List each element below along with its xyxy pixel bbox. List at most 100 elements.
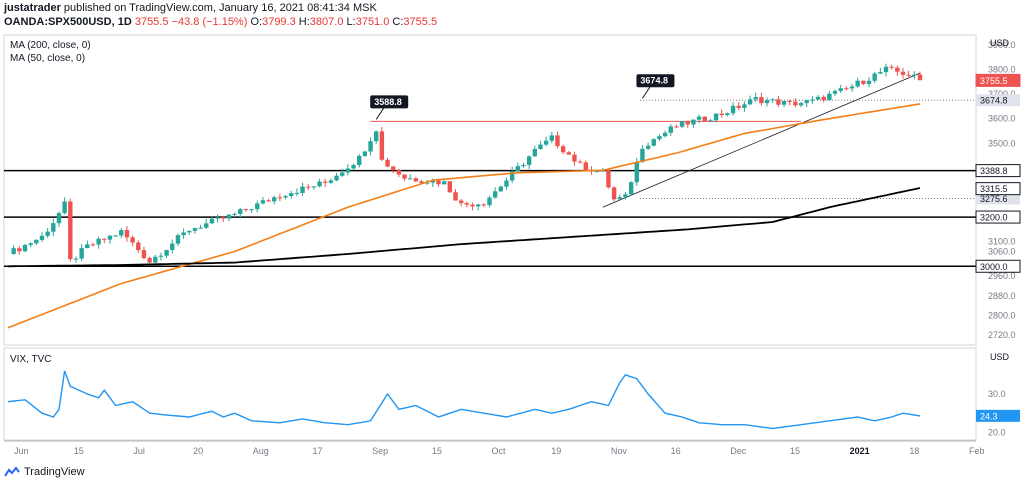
y-tick-label: 2720.0	[988, 330, 1016, 340]
callout-label: 3674.8	[640, 76, 668, 86]
candle-body	[594, 170, 600, 172]
candle-body	[521, 164, 526, 167]
candle-body	[147, 257, 152, 263]
candle-body	[481, 204, 487, 206]
candle-body	[107, 235, 113, 240]
candle-body	[362, 151, 368, 156]
candle-body	[317, 181, 322, 187]
candle-body	[153, 256, 158, 263]
x-tick-label: 2021	[850, 446, 870, 456]
x-tick-label: 15	[74, 446, 84, 456]
candle-body	[883, 66, 889, 73]
vix-legend[interactable]: VIX, TVC	[10, 354, 52, 365]
callout-label: 3588.8	[374, 97, 402, 107]
candle-body	[209, 218, 215, 224]
tradingview-logo-icon[interactable]	[4, 466, 20, 478]
candle-body	[368, 141, 373, 152]
open-value: 3799.3	[262, 16, 296, 28]
candle-body	[866, 80, 872, 85]
x-tick-label: 17	[312, 446, 322, 456]
candle-body	[917, 74, 923, 81]
ma50-line	[7, 103, 921, 329]
candle-body	[861, 80, 866, 85]
candle-body	[56, 213, 62, 224]
candle-body	[345, 168, 351, 173]
candle-body	[776, 99, 781, 105]
y-tick-label: 3600.0	[988, 114, 1016, 124]
candle-body	[464, 203, 470, 205]
trend-line	[602, 72, 921, 208]
candle-body	[657, 136, 662, 140]
ma200-legend[interactable]: MA (200, close, 0)	[10, 40, 91, 51]
candle-body	[572, 154, 577, 162]
level-price-label: 3000.0	[980, 262, 1008, 272]
level-price-box	[975, 164, 1021, 178]
candle-body	[674, 126, 679, 128]
candle-body	[260, 200, 266, 204]
x-tick-label: 16	[671, 446, 681, 456]
candle-body	[606, 170, 611, 188]
candle-body	[340, 172, 345, 176]
candle-body	[787, 100, 792, 102]
candle-body	[323, 181, 328, 183]
dotted-level-label: 3275.6	[980, 194, 1008, 204]
candle-body	[311, 186, 317, 188]
dotted-level-label: 3674.8	[980, 96, 1008, 106]
header-line-2: OANDA:SPX500USD, 1D 3755.5 −43.8 (−1.15%…	[4, 16, 437, 28]
published-text: published on TradingView.com, January 16…	[63, 2, 377, 14]
candle-body	[895, 67, 900, 72]
candle-body	[158, 255, 164, 257]
ma50-legend[interactable]: MA (50, close, 0)	[10, 53, 86, 64]
x-tick-label: Nov	[611, 446, 628, 456]
y-tick-label: 3100.0	[988, 237, 1016, 247]
candle-body	[730, 105, 736, 114]
candle-body	[430, 180, 436, 183]
candle-body	[73, 258, 79, 260]
candle-body	[79, 248, 84, 259]
candle-body	[583, 162, 588, 171]
candle-body	[187, 230, 192, 233]
dotted-level-box	[976, 192, 1020, 205]
dotted-level-box	[976, 94, 1020, 107]
last-price: 3755.5	[134, 16, 169, 28]
candle-body	[691, 119, 696, 125]
candle-body	[623, 194, 628, 198]
candle-body	[543, 140, 549, 145]
tradingview-brand[interactable]: TradingView	[24, 466, 85, 478]
candle-body	[96, 238, 101, 245]
level-price-label: 3200.0	[980, 213, 1008, 223]
candle-body	[351, 164, 356, 169]
candle-body	[164, 249, 169, 256]
candle-body	[51, 223, 56, 232]
y-tick-label: 3060.0	[988, 247, 1016, 257]
x-tick-label: Feb	[969, 446, 985, 456]
candle-body	[407, 178, 413, 180]
candle-body	[379, 131, 385, 160]
y-tick-label: 2800.0	[988, 310, 1016, 320]
candle-body	[832, 90, 838, 94]
low-value: 3751.0	[355, 16, 390, 28]
candle-body	[736, 105, 741, 108]
y-tick-label: 3500.0	[988, 138, 1016, 148]
candle-body	[204, 223, 209, 228]
candle-body	[289, 193, 294, 197]
author-name[interactable]: justatrader	[4, 2, 61, 14]
candle-body	[28, 243, 33, 245]
candle-body	[747, 99, 753, 105]
candle-body	[515, 166, 521, 172]
y-tick-label: 3700.0	[988, 89, 1016, 99]
vix-y-tick-label: 30.0	[988, 389, 1006, 399]
candle-body	[475, 204, 481, 207]
candle-body	[385, 159, 390, 167]
vix-last-box	[976, 409, 1020, 422]
candle-body	[249, 209, 254, 211]
candle-body	[328, 180, 334, 183]
candle-body	[696, 116, 702, 120]
candle-body	[396, 169, 402, 175]
x-tick-label: Sep	[372, 446, 388, 456]
x-tick-label: 20	[193, 446, 203, 456]
symbol-label[interactable]: OANDA:SPX500USD, 1D	[4, 16, 132, 28]
candle-body	[283, 196, 288, 198]
y-tick-label: 3900.0	[988, 40, 1016, 50]
candle-body	[62, 201, 67, 214]
